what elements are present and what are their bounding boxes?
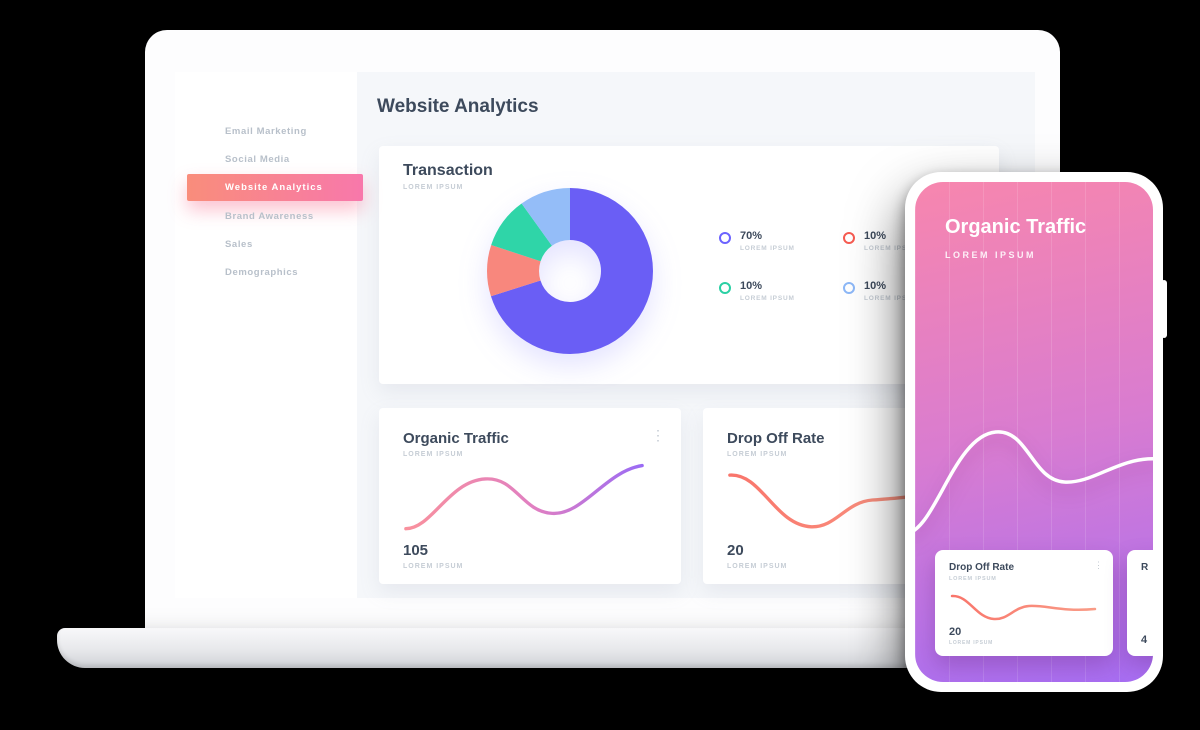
legend-dot-red-icon xyxy=(843,232,855,244)
metric: 20 LOREM IPSUM xyxy=(727,542,787,570)
sidebar-item-email-marketing[interactable]: Email Marketing xyxy=(225,126,307,137)
legend-dot-purple-icon xyxy=(719,232,731,244)
legend-pct: 10% xyxy=(740,280,763,292)
metric-value: 105 xyxy=(403,542,429,559)
sidebar: Email Marketing Social Media Website Ana… xyxy=(175,72,363,598)
sidebar-item-social-media[interactable]: Social Media xyxy=(225,154,290,165)
legend-dot-blue-icon xyxy=(843,282,855,294)
card-title: Drop Off Rate xyxy=(727,430,825,447)
phone-organic-traffic-line-chart xyxy=(915,430,1153,532)
legend-item-purple[interactable]: 70% LOREM IPSUM xyxy=(719,230,843,252)
metric-value: 20 xyxy=(727,542,744,559)
sidebar-item-brand-awareness[interactable]: Brand Awareness xyxy=(225,211,314,222)
legend-label: LOREM IPSUM xyxy=(864,295,919,302)
legend-label: LOREM IPSUM xyxy=(740,295,795,302)
sidebar-item-website-analytics[interactable]: Website Analytics xyxy=(187,174,363,201)
metric-label: LOREM IPSUM xyxy=(403,563,464,570)
card-subtitle: LOREM IPSUM xyxy=(403,184,464,191)
phone-page-title: Organic Traffic xyxy=(945,216,1087,238)
card-subtitle: LOREM IPSUM xyxy=(727,451,788,458)
phone-screen: Organic Traffic LOREM IPSUM Drop Off Rat… xyxy=(915,182,1153,682)
page-title: Website Analytics xyxy=(377,96,539,117)
metric: 105 LOREM IPSUM xyxy=(403,542,463,570)
card-subtitle: LOREM IPSUM xyxy=(949,576,997,582)
transaction-card: Transaction LOREM IPSUM 70% LOREM IPSUM xyxy=(379,146,999,384)
card-title: Drop Off Rate xyxy=(949,562,1014,573)
legend-label: LOREM IPSUM xyxy=(864,245,919,252)
metric-value: 4 xyxy=(1141,634,1148,646)
kebab-menu-icon[interactable]: ⋮ xyxy=(651,427,665,443)
sidebar-item-sales[interactable]: Sales xyxy=(225,239,253,250)
phone-drop-off-line-chart xyxy=(950,594,1097,621)
card-title: Organic Traffic xyxy=(403,430,509,447)
card-title: Transaction xyxy=(403,162,493,179)
legend-item-blue[interactable]: 10% LOREM IPSUM xyxy=(843,280,967,302)
transaction-donut-chart xyxy=(487,188,653,354)
legend-pct: 10% xyxy=(864,280,887,292)
metric-value: 20 xyxy=(949,626,962,638)
card-header: Organic Traffic LOREM IPSUM xyxy=(403,430,509,458)
sidebar-item-demographics[interactable]: Demographics xyxy=(225,267,299,278)
metric-label: LOREM IPSUM xyxy=(727,563,788,570)
kebab-menu-icon[interactable]: ⋮ xyxy=(1094,560,1103,570)
legend-item-teal[interactable]: 10% LOREM IPSUM xyxy=(719,280,843,302)
legend-pct: 10% xyxy=(864,230,887,242)
phone-page-subtitle: LOREM IPSUM xyxy=(945,250,1037,260)
card-subtitle: LOREM IPSUM xyxy=(403,451,464,458)
organic-traffic-card: Organic Traffic LOREM IPSUM ⋮ xyxy=(379,408,681,584)
phone-side-button xyxy=(1161,280,1167,338)
transaction-card-header: Transaction LOREM IPSUM xyxy=(403,162,493,191)
legend-label: LOREM IPSUM xyxy=(740,245,795,252)
legend-dot-teal-icon xyxy=(719,282,731,294)
organic-traffic-line-chart xyxy=(404,463,644,531)
phone-mockup: Organic Traffic LOREM IPSUM Drop Off Rat… xyxy=(905,172,1167,692)
card-title: R xyxy=(1141,562,1149,573)
phone-cards-row: Drop Off Rate LOREM IPSUM ⋮ 20 xyxy=(935,550,1153,656)
metric-label: LOREM IPSUM xyxy=(949,640,994,646)
metric: 20 LOREM IPSUM xyxy=(949,626,993,646)
phone-drop-off-rate-card: Drop Off Rate LOREM IPSUM ⋮ 20 xyxy=(935,550,1113,656)
metric: 4 xyxy=(1141,634,1147,646)
transaction-legend: 70% LOREM IPSUM 10% LOREM IPSUM xyxy=(719,230,967,302)
legend-item-red[interactable]: 10% LOREM IPSUM xyxy=(843,230,967,252)
card-header: Drop Off Rate LOREM IPSUM xyxy=(727,430,825,458)
legend-pct: 70% xyxy=(740,230,763,242)
phone-partial-card: R 4 xyxy=(1127,550,1153,656)
